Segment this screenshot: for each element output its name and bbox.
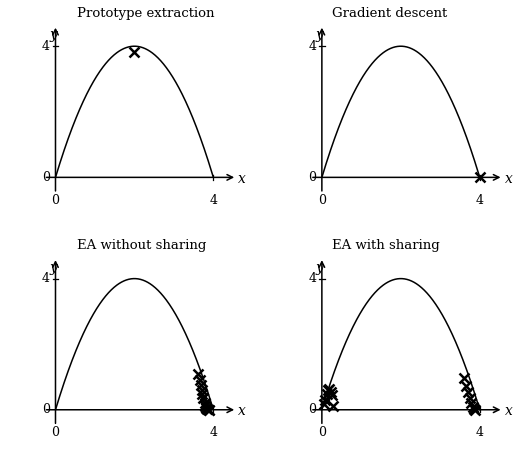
Text: 4: 4 — [42, 40, 50, 53]
Text: 4: 4 — [209, 194, 217, 207]
Text: x: x — [238, 405, 246, 418]
Text: 4: 4 — [476, 426, 483, 439]
Text: 4: 4 — [308, 40, 316, 53]
Text: 4: 4 — [209, 426, 217, 439]
Text: 0: 0 — [308, 403, 316, 416]
Text: 0: 0 — [42, 171, 50, 184]
Text: x: x — [504, 405, 513, 418]
Text: 0: 0 — [318, 194, 326, 207]
Text: Gradient descent: Gradient descent — [332, 7, 447, 20]
Text: 4: 4 — [308, 272, 316, 285]
Text: Prototype extraction: Prototype extraction — [77, 7, 215, 20]
Text: y: y — [316, 260, 324, 274]
Text: x: x — [504, 172, 513, 186]
Text: EA without sharing: EA without sharing — [77, 239, 206, 252]
Text: x: x — [238, 172, 246, 186]
Text: 0: 0 — [42, 403, 50, 416]
Text: 0: 0 — [318, 426, 326, 439]
Text: 4: 4 — [476, 194, 483, 207]
Text: 4: 4 — [42, 272, 50, 285]
Text: 0: 0 — [52, 194, 59, 207]
Text: y: y — [316, 28, 324, 42]
Text: y: y — [49, 28, 57, 42]
Text: 0: 0 — [52, 426, 59, 439]
Text: y: y — [49, 260, 57, 274]
Text: EA with sharing: EA with sharing — [332, 239, 440, 252]
Text: 0: 0 — [308, 171, 316, 184]
